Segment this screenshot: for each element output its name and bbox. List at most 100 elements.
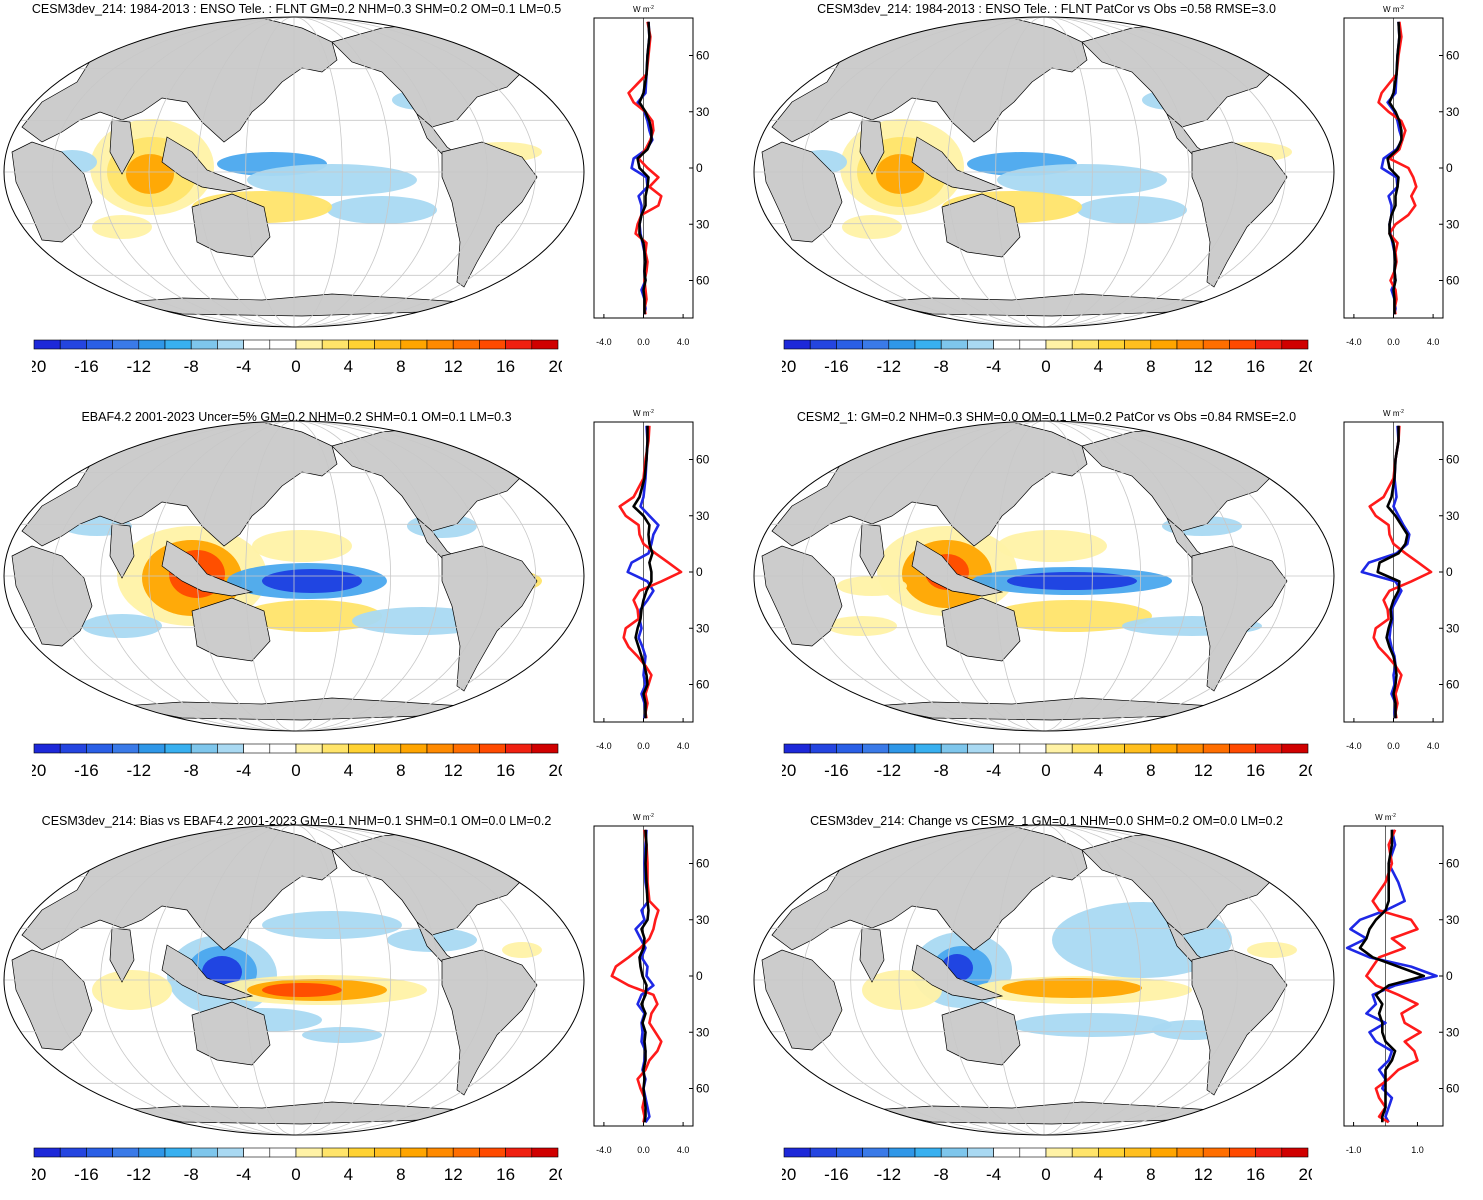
colorbar-swatch bbox=[940, 1147, 968, 1158]
figure-panel: CESM3dev_214: Change vs CESM2_1 GM=0.1 N… bbox=[752, 808, 1483, 1200]
colorbar-swatch bbox=[888, 1147, 916, 1158]
longitude-line bbox=[1043, 825, 1142, 1135]
units-exponent: -2 bbox=[1399, 409, 1404, 415]
colorbar-swatch bbox=[914, 1147, 942, 1158]
colorbar-label: -8 bbox=[184, 357, 199, 376]
land-mass bbox=[761, 949, 843, 1051]
colorbar-swatch bbox=[348, 743, 375, 754]
longitude-line bbox=[850, 825, 1045, 1135]
colorbar-label: -8 bbox=[934, 357, 949, 376]
colorbar-swatch bbox=[967, 1147, 994, 1158]
land-mass bbox=[1221, 17, 1273, 41]
colorbar-swatch bbox=[164, 743, 192, 754]
units-exponent: -2 bbox=[1399, 5, 1404, 11]
colorbar-label: 16 bbox=[1246, 357, 1265, 376]
land-mass bbox=[109, 119, 135, 175]
colorbar-label: 4 bbox=[1094, 761, 1103, 780]
longitude-line bbox=[293, 17, 440, 327]
map-title: CESM3dev_214: Change vs CESM2_1 GM=0.1 N… bbox=[810, 814, 1283, 828]
colorbar-swatch bbox=[1255, 1147, 1283, 1158]
longitude-line bbox=[995, 421, 1045, 731]
y-tick-label: 60N bbox=[1446, 857, 1460, 871]
colorbar-swatch bbox=[1071, 339, 1099, 350]
world-map bbox=[753, 824, 1335, 1136]
colorbar-swatch bbox=[190, 743, 218, 754]
colorbar-label: -8 bbox=[184, 1165, 199, 1184]
zonal-profile: W m-2 60N 30N 0 30S 60S bbox=[1343, 5, 1460, 319]
colorbar-label: 4 bbox=[344, 357, 353, 376]
colorbar-swatch bbox=[217, 339, 244, 350]
units-exponent: -2 bbox=[1392, 813, 1397, 819]
anomaly-contour bbox=[126, 154, 174, 194]
colorbar-label: 20 bbox=[549, 357, 562, 376]
land-mass bbox=[1191, 141, 1288, 288]
colorbar-swatch bbox=[1281, 1147, 1309, 1158]
colorbar-label: -12 bbox=[877, 1165, 902, 1184]
land-mass bbox=[441, 949, 538, 1096]
longitude-line bbox=[1043, 17, 1238, 327]
colorbar-swatch bbox=[348, 1147, 375, 1158]
x-tick-label: -4.0 bbox=[596, 741, 612, 751]
units-exponent: -2 bbox=[649, 409, 654, 415]
x-axis-labels: -4.0 0.0 4.0 bbox=[596, 1145, 689, 1155]
series-obs bbox=[618, 425, 683, 719]
x-axis-labels: -4.0 0.0 4.0 bbox=[596, 741, 689, 751]
colorbar-label: 12 bbox=[1194, 1165, 1213, 1184]
longitude-line bbox=[52, 421, 295, 731]
y-tick-label: 30N bbox=[1446, 509, 1460, 523]
colorbar-swatch bbox=[1124, 339, 1152, 350]
colorbar-swatch bbox=[1281, 339, 1309, 350]
colorbar-swatch bbox=[1281, 743, 1309, 754]
x-tick-label: 0.0 bbox=[637, 1145, 650, 1155]
x-tick-label: 4.0 bbox=[1427, 741, 1440, 751]
colorbar-swatch bbox=[1176, 1147, 1204, 1158]
colorbar-swatch bbox=[1071, 743, 1099, 754]
land-mass bbox=[161, 944, 254, 1001]
longitude-line bbox=[245, 825, 295, 1135]
map-title: CESM3dev_214: 1984-2013 : ENSO Tele. : F… bbox=[817, 2, 1276, 16]
colorbar-swatch bbox=[452, 339, 480, 350]
colorbar-swatch bbox=[321, 339, 349, 350]
colorbar-swatch bbox=[1098, 339, 1125, 350]
colorbar-label: -16 bbox=[824, 357, 849, 376]
colorbar-swatch bbox=[33, 1147, 61, 1158]
longitude-line bbox=[1043, 825, 1190, 1135]
land-mass bbox=[11, 949, 93, 1051]
colorbar-swatch bbox=[940, 339, 968, 350]
colorbar-swatch bbox=[783, 339, 811, 350]
colorbar: -20 -16 -12 -8 -4 0 4 8 12 16 20 bbox=[782, 339, 1312, 376]
units-label: W m-2 bbox=[633, 409, 654, 418]
colorbar-swatch bbox=[86, 743, 113, 754]
units-label: W m-2 bbox=[1383, 5, 1404, 14]
colorbar-label: 0 bbox=[291, 1165, 300, 1184]
colorbar-swatch bbox=[217, 743, 244, 754]
land-mass bbox=[471, 421, 523, 445]
longitude-line bbox=[946, 825, 1045, 1135]
colorbar-label: 20 bbox=[549, 1165, 562, 1184]
land-mass bbox=[859, 523, 885, 579]
colorbar-swatch bbox=[138, 339, 166, 350]
longitude-line bbox=[100, 825, 295, 1135]
colorbar-swatch bbox=[33, 743, 61, 754]
colorbar-swatch bbox=[1202, 1147, 1230, 1158]
y-tick-label: 30N bbox=[696, 105, 710, 119]
figure-panel: CESM3dev_214: 1984-2013 : ENSO Tele. : F… bbox=[752, 0, 1483, 392]
y-tick-label: 30S bbox=[696, 1025, 710, 1039]
units-exponent: -2 bbox=[649, 813, 654, 819]
colorbar-label: -12 bbox=[127, 761, 152, 780]
longitude-line bbox=[898, 825, 1045, 1135]
y-tick-label: 30S bbox=[1446, 621, 1460, 635]
colorbar-swatch bbox=[426, 743, 454, 754]
y-tick-label: 60S bbox=[696, 274, 710, 288]
longitude-line bbox=[196, 825, 295, 1135]
colorbar-swatch bbox=[993, 339, 1021, 350]
colorbar-label: 0 bbox=[291, 761, 300, 780]
anomaly-contour bbox=[1007, 572, 1137, 590]
longitude-line bbox=[52, 825, 295, 1135]
colorbar-swatch bbox=[531, 1147, 559, 1158]
world-map bbox=[3, 16, 585, 328]
colorbar-swatch bbox=[1045, 743, 1073, 754]
colorbar-swatch bbox=[1150, 743, 1178, 754]
zonal-profile: W m-2 60N 30N 0 30S 60S bbox=[593, 5, 710, 319]
colorbar: -20 -16 -12 -8 -4 0 4 8 12 16 20 bbox=[32, 1147, 562, 1184]
